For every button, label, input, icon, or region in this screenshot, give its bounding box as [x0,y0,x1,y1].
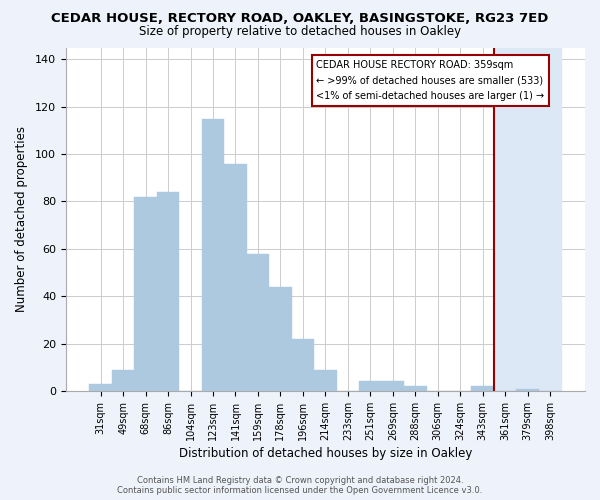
X-axis label: Distribution of detached houses by size in Oakley: Distribution of detached houses by size … [179,447,472,460]
Bar [292,339,314,391]
Bar [202,118,224,391]
Bar [157,192,179,391]
Y-axis label: Number of detached properties: Number of detached properties [15,126,28,312]
Text: CEDAR HOUSE RECTORY ROAD: 359sqm
← >99% of detached houses are smaller (533)
<1%: CEDAR HOUSE RECTORY ROAD: 359sqm ← >99% … [316,60,545,102]
Bar [314,370,337,391]
Bar [494,48,562,391]
Bar [517,388,539,391]
Bar [359,382,382,391]
Bar [382,382,404,391]
Bar [89,384,112,391]
Bar [472,386,494,391]
Text: Contains HM Land Registry data © Crown copyright and database right 2024.
Contai: Contains HM Land Registry data © Crown c… [118,476,482,495]
Bar [404,386,427,391]
Text: CEDAR HOUSE, RECTORY ROAD, OAKLEY, BASINGSTOKE, RG23 7ED: CEDAR HOUSE, RECTORY ROAD, OAKLEY, BASIN… [52,12,548,26]
Bar [224,164,247,391]
Bar [269,286,292,391]
Text: Size of property relative to detached houses in Oakley: Size of property relative to detached ho… [139,25,461,38]
Bar [247,254,269,391]
Bar [134,196,157,391]
Bar [112,370,134,391]
